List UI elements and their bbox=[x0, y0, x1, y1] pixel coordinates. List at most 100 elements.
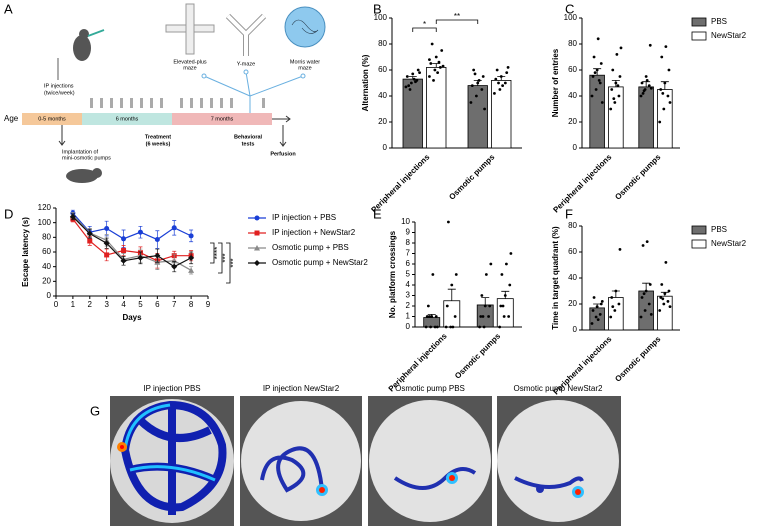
data-point bbox=[613, 309, 617, 312]
data-point bbox=[614, 81, 618, 85]
data-point bbox=[409, 81, 413, 85]
data-point bbox=[454, 273, 458, 276]
data-point bbox=[508, 283, 512, 287]
panel-a: A IP injections (twice/week) Elevated-pl… bbox=[4, 1, 326, 183]
data-point bbox=[474, 94, 478, 98]
significance-bracket bbox=[435, 19, 479, 24]
marker bbox=[86, 230, 93, 237]
legend-label: PBS bbox=[711, 225, 727, 234]
label: Treatment bbox=[145, 134, 171, 140]
x-tick-label: 4 bbox=[121, 300, 126, 309]
significance-bracket bbox=[412, 27, 437, 32]
data-point bbox=[615, 53, 619, 56]
bar bbox=[491, 80, 512, 149]
connector bbox=[201, 73, 207, 79]
y-tick-label: 20 bbox=[42, 276, 51, 285]
data-point bbox=[592, 55, 596, 59]
legend-swatch bbox=[691, 17, 707, 27]
legend-marker bbox=[254, 245, 260, 251]
y-tick-label: 0 bbox=[47, 291, 52, 300]
marker bbox=[137, 254, 144, 261]
data-point bbox=[480, 88, 484, 91]
data-point bbox=[453, 315, 457, 318]
data-point bbox=[612, 97, 616, 100]
y-axis-label: Escape latency (s) bbox=[21, 217, 30, 287]
maze-icon bbox=[226, 14, 266, 56]
error-bar bbox=[408, 76, 417, 80]
data-point bbox=[499, 75, 503, 78]
data-point bbox=[617, 302, 621, 306]
data-point bbox=[480, 294, 484, 297]
marker bbox=[171, 257, 178, 264]
data-point bbox=[411, 72, 415, 76]
panel-label: D bbox=[4, 206, 13, 221]
data-point bbox=[505, 71, 509, 74]
data-point bbox=[498, 325, 502, 329]
data-point bbox=[493, 92, 496, 95]
data-point bbox=[478, 325, 482, 329]
y-tick-label: 7 bbox=[406, 249, 411, 258]
x-tick-label: 8 bbox=[189, 300, 194, 309]
data-point bbox=[404, 85, 408, 89]
data-point bbox=[614, 289, 618, 293]
x-tick-label: 6 bbox=[155, 300, 160, 309]
data-point bbox=[429, 62, 433, 65]
y-axis-label: Time in target quadrant (%) bbox=[551, 226, 560, 330]
label: tests bbox=[242, 141, 255, 147]
data-point bbox=[647, 302, 651, 306]
data-point bbox=[642, 89, 646, 93]
label: 6 months bbox=[116, 116, 139, 122]
panel-label: G bbox=[90, 403, 100, 418]
data-point bbox=[489, 262, 493, 266]
y-tick-label: 40 bbox=[568, 273, 577, 282]
data-point bbox=[661, 92, 665, 95]
heatmap-image bbox=[368, 396, 492, 526]
y-tick-label: 80 bbox=[42, 232, 51, 241]
bar bbox=[467, 85, 488, 149]
data-point bbox=[476, 81, 480, 85]
line bbox=[72, 214, 192, 271]
panel-label: A bbox=[4, 1, 13, 16]
data-point bbox=[437, 60, 441, 64]
significance-bracket bbox=[210, 242, 215, 264]
legend-swatch bbox=[691, 31, 707, 41]
data-point bbox=[434, 315, 438, 318]
heatmap-image bbox=[240, 396, 362, 526]
arrow bbox=[58, 125, 66, 146]
data-point bbox=[429, 325, 433, 329]
data-point bbox=[649, 86, 653, 90]
bar bbox=[443, 300, 461, 328]
data-point bbox=[659, 88, 663, 91]
data-point bbox=[432, 79, 435, 82]
bar bbox=[423, 317, 441, 328]
data-point bbox=[648, 283, 652, 286]
label: Morris water bbox=[290, 59, 320, 65]
y-tick-label: 100 bbox=[564, 13, 578, 22]
label: maze bbox=[183, 65, 196, 71]
data-point bbox=[598, 81, 602, 85]
marker bbox=[69, 213, 76, 220]
arrow bbox=[272, 115, 291, 123]
data-point bbox=[498, 88, 502, 91]
label: Age bbox=[4, 114, 19, 123]
data-point bbox=[488, 304, 492, 308]
data-point bbox=[596, 37, 600, 41]
y-tick-label: 60 bbox=[568, 247, 577, 256]
significance-label: * bbox=[423, 20, 426, 29]
data-point bbox=[647, 84, 651, 87]
data-point bbox=[428, 58, 431, 61]
marker bbox=[137, 229, 143, 235]
period-bar bbox=[82, 113, 172, 125]
data-point bbox=[487, 315, 490, 318]
y-tick-label: 6 bbox=[406, 259, 411, 268]
legend-swatch bbox=[691, 239, 707, 249]
data-point bbox=[594, 88, 598, 91]
syringes bbox=[90, 98, 265, 108]
data-point bbox=[503, 81, 507, 85]
data-point bbox=[664, 261, 668, 264]
data-point bbox=[658, 309, 662, 312]
legend-marker bbox=[254, 260, 260, 266]
data-point bbox=[599, 302, 603, 306]
data-point bbox=[611, 305, 615, 308]
